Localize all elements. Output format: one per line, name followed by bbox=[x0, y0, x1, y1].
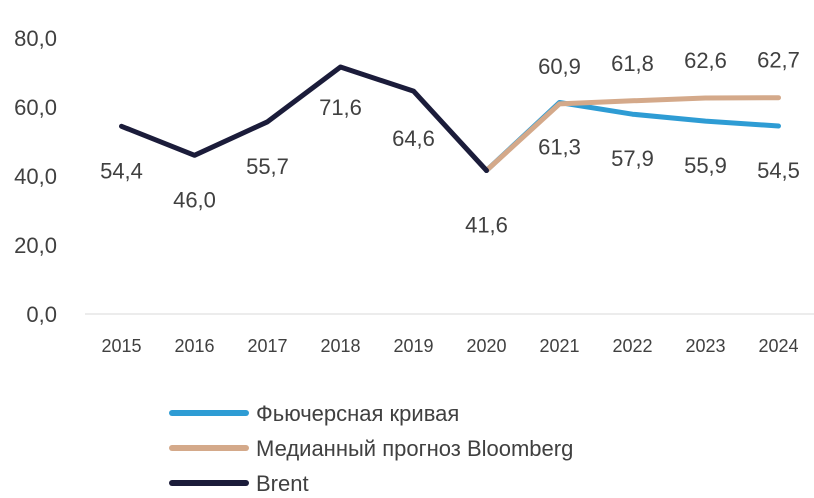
x-tick-label: 2023 bbox=[685, 336, 725, 356]
data-label: 55,9 bbox=[684, 153, 727, 178]
legend-label: Фьючерсная кривая bbox=[256, 401, 459, 426]
data-label: 57,9 bbox=[611, 146, 654, 171]
y-tick-label: 80,0 bbox=[14, 26, 57, 51]
data-label: 54,5 bbox=[757, 158, 800, 183]
legend-label: Медианный прогноз Bloomberg bbox=[256, 436, 573, 461]
data-label: 54,4 bbox=[100, 158, 143, 183]
data-label: 41,6 bbox=[465, 212, 508, 237]
data-label: 61,3 bbox=[538, 135, 581, 160]
x-tick-label: 2016 bbox=[174, 336, 214, 356]
x-tick-label: 2022 bbox=[612, 336, 652, 356]
y-tick-label: 60,0 bbox=[14, 95, 57, 120]
x-tick-label: 2017 bbox=[247, 336, 287, 356]
series-lines bbox=[119, 64, 781, 173]
legend-label: Brent bbox=[256, 471, 309, 496]
data-label: 71,6 bbox=[319, 95, 362, 120]
data-label: 62,6 bbox=[684, 48, 727, 73]
legend: Фьючерсная кривая Медианный прогноз Bloom… bbox=[169, 401, 573, 496]
x-tick-label: 2020 bbox=[466, 336, 506, 356]
y-tick-label: 0,0 bbox=[26, 302, 57, 327]
x-tick-label: 2018 bbox=[320, 336, 360, 356]
series-line bbox=[484, 95, 781, 173]
data-label: 60,9 bbox=[538, 54, 581, 79]
data-label: 64,6 bbox=[392, 126, 435, 151]
series-line bbox=[119, 64, 489, 173]
data-labels: 54,4 46,0 55,7 71,6 64,6 41,6 60,9 61,8 62,6 62,7… bbox=[100, 48, 800, 238]
data-label: 61,8 bbox=[611, 51, 654, 76]
y-tick-label: 40,0 bbox=[14, 164, 57, 189]
axis-layer: 0,0 20,0 40,0 60,0 80,0 2015 2016 2017 2018 2019 2… bbox=[14, 26, 814, 356]
x-tick-label: 2015 bbox=[101, 336, 141, 356]
x-tick-label: 2021 bbox=[539, 336, 579, 356]
x-tick-label: 2019 bbox=[393, 336, 433, 356]
y-tick-label: 20,0 bbox=[14, 233, 57, 258]
data-label: 55,7 bbox=[246, 154, 289, 179]
data-label: 46,0 bbox=[173, 187, 216, 212]
x-tick-label: 2024 bbox=[758, 336, 798, 356]
data-label: 62,7 bbox=[757, 48, 800, 73]
